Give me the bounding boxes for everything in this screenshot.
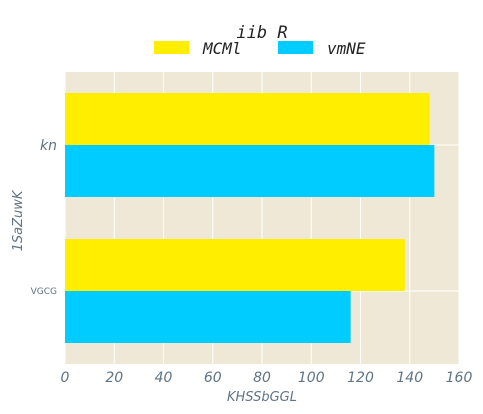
x-tick-label: 120 [347,370,374,386]
legend-label-vmne: vmNE [327,39,366,58]
bar-vmne-vgcg [65,291,351,343]
x-axis-label: KHSSbGGL [227,390,297,405]
legend-label-mcml: MCMl [202,39,242,58]
x-axis-ticks: 0 20 40 60 80 100 120 140 160 [61,370,473,386]
x-tick-label: 160 [446,370,473,386]
x-tick-label: 100 [298,370,325,386]
x-tick-label: 0 [61,370,70,386]
y-tick-label: VGCG [31,287,57,297]
legend-swatch-vmne [278,41,313,54]
bar-vmne-kn [65,145,434,197]
x-tick-label: 20 [105,370,123,386]
legend-swatch-mcml [154,41,189,54]
x-tick-label: 40 [155,370,173,386]
x-tick-label: 60 [204,370,222,386]
y-tick-label: kn [40,138,57,154]
chart-title: iib R [236,23,287,43]
x-tick-label: 80 [253,370,271,386]
y-axis-ticks: kn VGCG [31,138,57,297]
y-axis-label: 1SaZuwK [11,189,26,251]
x-tick-label: 140 [396,370,423,386]
bar-mcml-vgcg [65,239,405,291]
bar-mcml-kn [65,93,429,145]
